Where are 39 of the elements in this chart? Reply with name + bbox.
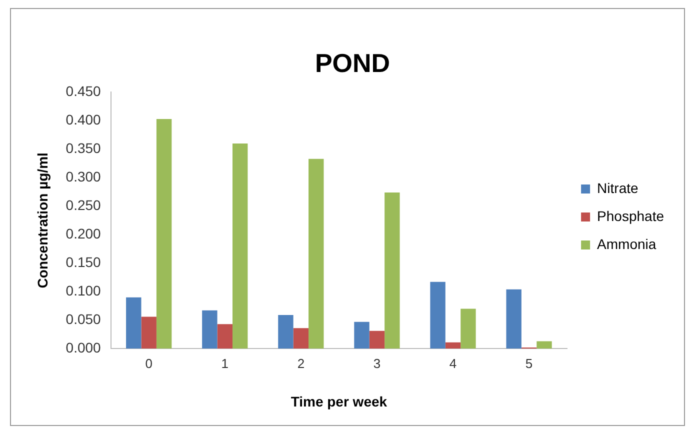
bar (232, 143, 248, 349)
bar (278, 314, 294, 349)
y-tick-label: 0.000 (66, 339, 102, 356)
y-tick-label: 0.250 (66, 197, 102, 214)
y-tick-label: 0.300 (66, 168, 102, 185)
bar (506, 289, 522, 349)
y-tick-label: 0.200 (66, 226, 102, 242)
x-tick-label: 5 (525, 356, 533, 371)
y-tick-label: 0.400 (66, 112, 102, 128)
chart-title: POND (314, 48, 390, 78)
bar (536, 341, 552, 349)
y-tick-label: 0.100 (66, 282, 102, 298)
x-tick-label: 2 (297, 356, 305, 371)
x-tick-label: 4 (449, 356, 457, 371)
bar (217, 324, 232, 349)
legend-label: Nitrate (597, 180, 639, 196)
y-tick-label: 0.450 (66, 83, 102, 100)
legend-label: Ammonia (597, 236, 656, 252)
bar (369, 330, 385, 349)
bar (156, 118, 172, 349)
bar (141, 316, 156, 349)
bar (202, 310, 218, 349)
legend-label: Phosphate (597, 208, 664, 224)
y-tick-label: 0.050 (66, 310, 102, 327)
y-axis-title: Concentration µg/ml (34, 152, 50, 288)
bar (460, 308, 476, 349)
y-tick-label: 0.150 (66, 254, 102, 270)
x-tick-label: 1 (221, 356, 229, 371)
bar (430, 282, 446, 349)
bar (126, 297, 142, 349)
bar (384, 192, 400, 349)
bar (308, 158, 324, 349)
bar (354, 322, 370, 349)
x-axis-title: Time per week (290, 393, 388, 410)
bar (293, 328, 309, 349)
x-tick-label: 3 (373, 356, 381, 371)
bar (445, 342, 461, 349)
y-tick-label: 0.350 (66, 140, 102, 156)
x-tick-label: 0 (145, 356, 152, 371)
